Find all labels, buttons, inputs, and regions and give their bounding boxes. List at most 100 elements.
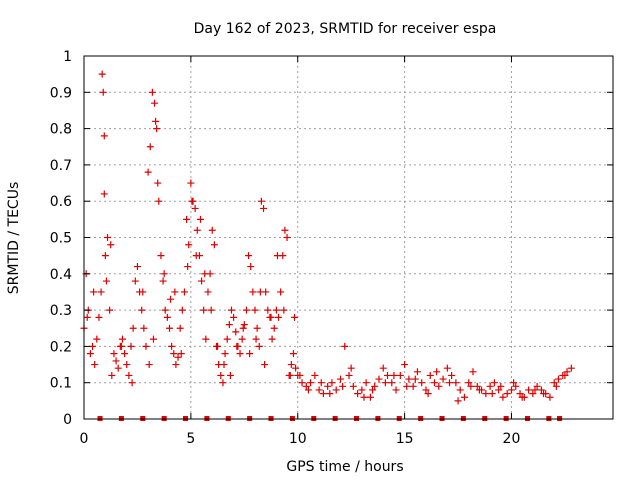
data-point (546, 393, 554, 401)
data-point (178, 306, 186, 314)
data-points (80, 70, 575, 405)
data-point (168, 342, 176, 350)
data-point (187, 179, 195, 187)
data-point (139, 288, 147, 296)
data-point (208, 226, 216, 234)
data-point (133, 263, 141, 271)
data-point (253, 324, 261, 332)
data-point (149, 335, 157, 343)
data-point (495, 386, 503, 394)
data-point (176, 324, 184, 332)
chart-title: Day 162 of 2023, SRMTID for receiver esp… (194, 21, 497, 37)
x-axis-label: GPS time / hours (286, 459, 403, 475)
data-point (554, 375, 562, 383)
data-point (431, 379, 439, 387)
data-point (152, 117, 160, 125)
data-point (223, 335, 231, 343)
data-point (154, 179, 162, 187)
data-point (144, 168, 152, 176)
y-tick-label: 0.7 (50, 158, 72, 174)
data-point (324, 382, 332, 390)
data-point (460, 393, 468, 401)
data-point (236, 350, 244, 358)
data-point (488, 390, 496, 398)
data-point (261, 361, 269, 369)
data-point (174, 353, 182, 361)
data-point (272, 306, 280, 314)
data-point (358, 386, 366, 394)
data-point (411, 375, 419, 383)
data-point (200, 306, 208, 314)
data-point (473, 382, 481, 390)
data-point (475, 386, 483, 394)
data-point (366, 393, 374, 401)
data-point (443, 364, 451, 372)
axis-ticks (83, 55, 613, 420)
data-point (280, 306, 288, 314)
data-point (246, 350, 254, 358)
data-point (537, 386, 545, 394)
data-point (529, 390, 537, 398)
data-point (375, 375, 383, 383)
data-point (177, 350, 185, 358)
y-tick-label: 0.5 (50, 231, 72, 247)
data-point (192, 252, 200, 260)
data-point (273, 252, 281, 260)
data-point (396, 371, 404, 379)
data-point (341, 342, 349, 350)
data-point (456, 386, 464, 394)
plot-frame (83, 55, 614, 420)
data-point (499, 393, 507, 401)
data-point (240, 321, 248, 329)
data-point (196, 215, 204, 223)
data-point (153, 125, 161, 133)
data-point (210, 241, 218, 249)
data-point (146, 143, 154, 151)
data-point (202, 335, 210, 343)
data-point (108, 371, 116, 379)
data-point (220, 361, 228, 369)
x-tick-label: 5 (186, 431, 195, 447)
data-point (465, 379, 473, 387)
data-point (567, 364, 575, 372)
data-point (252, 335, 260, 343)
data-point (140, 324, 148, 332)
data-point (125, 371, 133, 379)
data-point (129, 324, 137, 332)
data-point (448, 371, 456, 379)
data-point (552, 382, 560, 390)
data-point (533, 382, 541, 390)
data-point (270, 324, 278, 332)
data-point (304, 386, 312, 394)
data-point (518, 393, 526, 401)
x-tick-label: 0 (80, 431, 89, 447)
data-point (563, 368, 571, 376)
data-point (482, 390, 490, 398)
data-point (106, 306, 114, 314)
data-point (227, 306, 235, 314)
data-point (413, 368, 421, 376)
data-point (172, 361, 180, 369)
grid (84, 56, 613, 419)
data-point (207, 306, 215, 314)
data-point (101, 252, 109, 260)
data-point (217, 371, 225, 379)
data-point (157, 252, 165, 260)
data-point (128, 379, 136, 387)
data-point (296, 371, 304, 379)
data-point (291, 313, 299, 321)
data-point (277, 288, 285, 296)
data-point (95, 313, 103, 321)
data-point (100, 132, 108, 140)
data-point (131, 277, 139, 285)
data-point (362, 379, 370, 387)
data-point (281, 226, 289, 234)
data-point (114, 364, 122, 372)
data-point (540, 390, 548, 398)
data-point (184, 263, 192, 271)
data-point (302, 382, 310, 390)
data-point (403, 382, 411, 390)
data-point (170, 350, 178, 358)
data-point (91, 361, 99, 369)
